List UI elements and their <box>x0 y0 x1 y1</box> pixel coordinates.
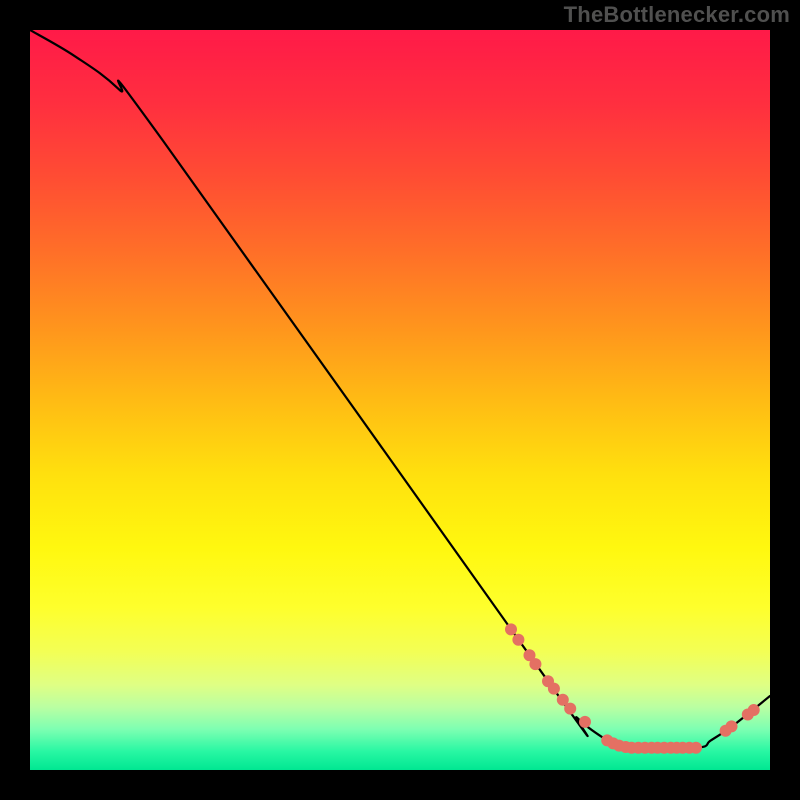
data-marker <box>505 623 517 635</box>
plot-area <box>30 30 770 770</box>
chart-svg <box>30 30 770 770</box>
chart-frame: TheBottlenecker.com <box>0 0 800 800</box>
data-marker <box>512 634 524 646</box>
data-marker <box>748 704 760 716</box>
data-marker <box>726 720 738 732</box>
chart-background <box>30 30 770 770</box>
watermark-label: TheBottlenecker.com <box>564 2 790 28</box>
data-marker <box>579 716 591 728</box>
data-marker <box>529 658 541 670</box>
data-marker <box>548 683 560 695</box>
data-marker <box>690 742 702 754</box>
data-marker <box>564 703 576 715</box>
